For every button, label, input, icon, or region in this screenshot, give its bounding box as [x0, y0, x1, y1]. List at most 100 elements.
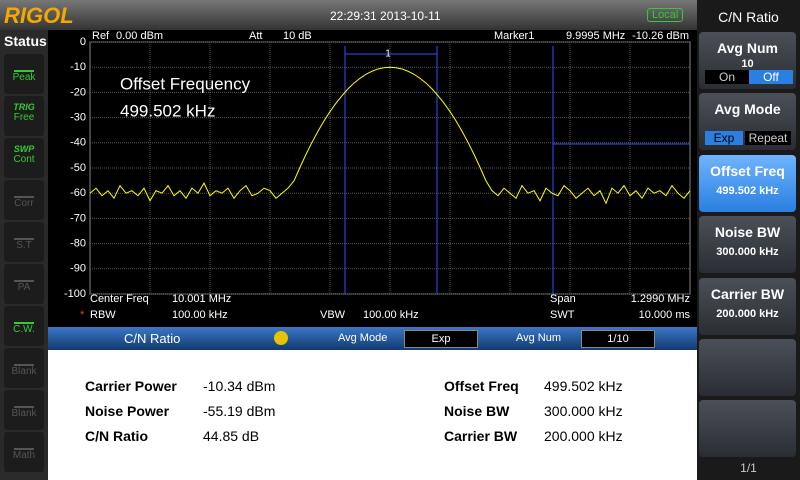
datetime: 22:29:31 2013-10-11: [330, 9, 441, 23]
status-label: Peak: [12, 72, 36, 83]
y-tick-label: -90: [70, 263, 86, 275]
status-label: Corr: [14, 198, 34, 209]
status-item: TRIG Free: [4, 96, 44, 136]
result-value: 499.502 kHz: [544, 378, 623, 394]
results: Carrier Power -10.34 dBm Noise Power -55.19…: [48, 350, 697, 480]
result-label: Noise Power: [85, 403, 170, 419]
avg-mode-button[interactable]: Avg Mode Exp Repeat: [699, 93, 796, 150]
status-column: Status Peak TRIG Free SWP Cont Corr S.T PA C.W. B…: [0, 30, 48, 480]
status-label: Blank: [11, 408, 37, 419]
status-icon: [14, 354, 34, 366]
status-label: Blank: [11, 366, 37, 377]
button-label: Noise BW: [714, 224, 781, 240]
y-tick-label: -10: [70, 61, 86, 73]
button-value: 499.502 kHz: [716, 185, 779, 197]
y-tick-label: 0: [80, 36, 86, 48]
menu-title: C/N Ratio: [718, 9, 779, 25]
y-tick-label: -30: [70, 112, 86, 124]
result-value: 300.000 kHz: [544, 403, 623, 419]
empty-button[interactable]: [699, 400, 796, 457]
avg-num-button[interactable]: Avg Num 10 On Off: [699, 32, 796, 89]
status-icon: [14, 228, 34, 240]
button-value: 300.000 kHz: [716, 246, 779, 258]
button-value: 200.000 kHz: [716, 308, 779, 320]
y-tick-label: -80: [70, 238, 86, 250]
result-label: Noise BW: [444, 403, 510, 419]
status-icon: [14, 396, 34, 408]
status-item: Blank: [4, 390, 44, 430]
status-item: Blank: [4, 348, 44, 388]
avg-num-value: 1/10: [581, 330, 655, 348]
status-label: S.T: [16, 240, 32, 251]
marker-number: 1: [385, 49, 391, 60]
status-icon: [14, 60, 34, 72]
spectrum-plot: Ref 0.00 dBm Att 10 dB Marker1 9.9995 MH…: [64, 30, 691, 321]
trace: [89, 66, 691, 205]
result-label: Carrier Power: [85, 378, 177, 394]
y-tick-label: -70: [70, 212, 86, 224]
menu: C/N Ratio Avg Num 10 On Off Avg Mode Exp…: [697, 0, 800, 480]
status-item: S.T: [4, 222, 44, 262]
status-icon: [14, 438, 34, 450]
result-value: 44.85 dB: [203, 428, 260, 444]
center-value: 10.001 MHz: [172, 293, 231, 305]
span-label: Span: [550, 293, 576, 305]
avg-num-label: Avg Num: [516, 332, 562, 344]
y-tick-label: -40: [70, 137, 86, 149]
marker-freq: 9.9995 MHz: [566, 30, 625, 42]
annotation-title: Offset Frequency: [120, 74, 251, 93]
result-value: -55.19 dBm: [203, 403, 276, 419]
play-icon[interactable]: [274, 331, 288, 345]
button-label: Avg Mode: [714, 101, 781, 117]
marker-label: Marker1: [494, 30, 534, 42]
status-icon: [14, 312, 34, 324]
page-indicator: 1/1: [740, 461, 757, 475]
panel-title: C/N Ratio: [124, 331, 181, 346]
toggle-off[interactable]: Off: [749, 70, 793, 84]
status-item: PA: [4, 264, 44, 304]
y-tick-label: -20: [70, 86, 86, 98]
toggle-on[interactable]: On: [705, 70, 749, 84]
att-label: Att: [249, 30, 262, 42]
rbw-value: 100.00 kHz: [172, 309, 228, 321]
annotation-value: 499.502 kHz: [120, 101, 215, 120]
status-icon: [14, 186, 34, 198]
status-title: Status: [4, 33, 47, 49]
toggle-repeat[interactable]: Repeat: [745, 131, 791, 145]
empty-button[interactable]: [699, 339, 796, 396]
span-value: 1.2990 MHz: [631, 293, 690, 305]
toggle-exp[interactable]: Exp: [705, 131, 743, 145]
marker-lines: [344, 46, 690, 294]
status-item: SWP Cont: [4, 138, 44, 178]
rbw-label: RBW: [90, 309, 116, 321]
result-value: 200.000 kHz: [544, 428, 623, 444]
center-label: Center Freq: [90, 293, 149, 305]
status-item: C.W.: [4, 306, 44, 346]
offset-freq-button[interactable]: Offset Freq 499.502 kHz: [699, 155, 796, 212]
status-item: Corr: [4, 180, 44, 220]
status-label: PA: [17, 282, 31, 293]
mode-indicator: Local: [647, 8, 684, 22]
ref-value: 0.00 dBm: [116, 30, 163, 42]
status-label: C.W.: [13, 324, 35, 335]
button-label: Offset Freq: [710, 163, 785, 179]
status-top: SWP: [13, 144, 35, 154]
button-label: Avg Num: [717, 40, 778, 56]
noise-bw-button[interactable]: Noise BW 300.000 kHz: [699, 216, 796, 273]
result-label: C/N Ratio: [85, 428, 148, 444]
status-top: TRIG: [13, 102, 35, 112]
logo: RIGOL: [4, 3, 74, 28]
ref-label: Ref: [92, 30, 110, 42]
status-label: Math: [12, 450, 36, 461]
status-label: Free: [13, 112, 35, 123]
status-label: Cont: [13, 154, 35, 165]
y-tick-label: -100: [64, 288, 86, 300]
carrier-bw-button[interactable]: Carrier BW 200.000 kHz: [699, 278, 796, 335]
avg-mode-label: Avg Mode: [338, 332, 388, 344]
swt-label: SWT: [550, 309, 575, 321]
button-value: 10: [741, 58, 754, 70]
vbw-value: 100.00 kHz: [363, 309, 419, 321]
status-item: Math: [4, 432, 44, 472]
result-label: Carrier BW: [444, 428, 518, 444]
